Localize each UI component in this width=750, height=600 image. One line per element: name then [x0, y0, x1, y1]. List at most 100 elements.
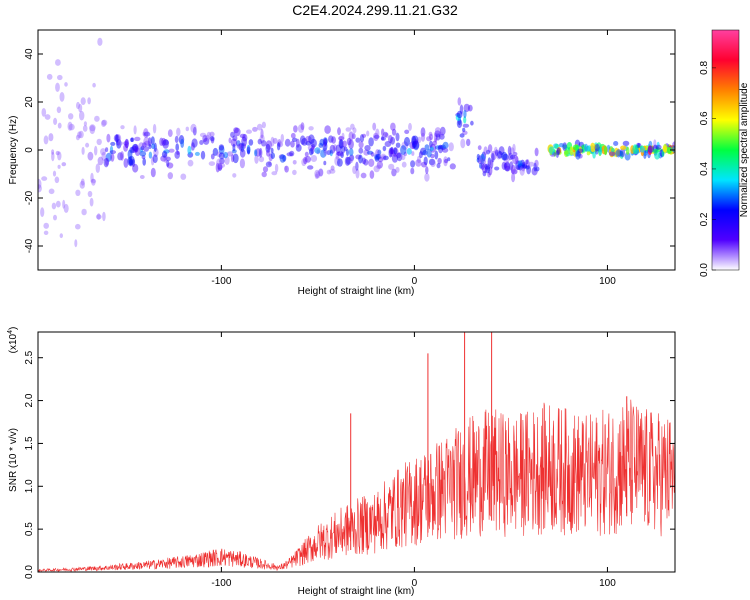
heatmap-cell	[388, 147, 393, 158]
heatmap-cell	[598, 147, 603, 156]
heatmap-cell	[305, 135, 312, 143]
heatmap-cell	[41, 108, 47, 117]
heatmap-cell	[346, 137, 352, 146]
heatmap-cell	[340, 145, 346, 154]
heatmap-cell	[406, 148, 412, 155]
heatmap-cell	[457, 97, 462, 106]
heatmap-cell	[91, 178, 96, 186]
heatmap-cell	[632, 144, 638, 155]
snr-series	[38, 332, 675, 572]
heatmap-cell	[345, 157, 352, 165]
heatmap-cell	[355, 137, 361, 143]
heatmap-cell	[434, 132, 438, 142]
y-tick-label: 2.0	[24, 393, 35, 407]
heatmap-cell	[132, 143, 139, 153]
colorbar: 0.0 0.2 0.4 0.6 0.8 Normalized spectral ampl…	[699, 29, 750, 277]
heatmap-cell	[439, 133, 445, 140]
heatmap-cell	[329, 149, 333, 157]
heatmap-cell	[652, 148, 659, 154]
heatmap-cell	[318, 168, 324, 177]
heatmap-cell	[391, 154, 398, 163]
heatmap-cell	[284, 138, 291, 147]
heatmap-cell	[75, 134, 80, 141]
heatmap-cell	[257, 138, 262, 145]
heatmap-cell	[106, 133, 111, 143]
heatmap-cell	[323, 160, 327, 166]
heatmap-cell	[426, 136, 432, 142]
heatmap-cell	[420, 127, 426, 137]
heatmap-cell	[290, 140, 295, 148]
colorbar-tick-label: 0.0	[699, 263, 710, 277]
heatmap-cell	[120, 151, 125, 161]
heatmap-cell	[444, 158, 448, 164]
heatmap-cell	[304, 151, 309, 157]
heatmap-cell	[150, 167, 156, 178]
heatmap-cell	[101, 119, 108, 126]
heatmap-cell	[655, 144, 662, 150]
heatmap-cell	[408, 122, 412, 131]
heatmap-cell	[338, 136, 345, 141]
heatmap-cell	[337, 127, 341, 136]
heatmap-cell	[53, 117, 58, 125]
heatmap-cell	[61, 162, 67, 167]
heatmap-cell	[123, 143, 128, 152]
colorbar-tick-label: 0.4	[699, 162, 710, 176]
heatmap-cell	[162, 139, 169, 149]
heatmap-cell	[482, 170, 487, 177]
heatmap-cell	[369, 170, 375, 179]
y-tick-label: -20	[24, 190, 35, 205]
heatmap-cell	[147, 137, 152, 147]
heatmap-cell	[428, 131, 433, 137]
heatmap-cell	[666, 146, 672, 154]
colorbar-tick-label: 0.6	[699, 111, 710, 125]
heatmap-cell	[462, 127, 466, 133]
heatmap-cell	[270, 136, 275, 147]
heatmap-cell	[511, 172, 516, 183]
spectrogram-ylabel: Frequency (Hz)	[8, 116, 19, 185]
heatmap-cell	[59, 233, 63, 239]
heatmap-cell	[261, 140, 267, 147]
heatmap-cell	[355, 168, 360, 179]
heatmap-cell	[329, 168, 336, 174]
heatmap-cell	[411, 141, 417, 148]
heatmap-cell	[41, 176, 48, 181]
heatmap-cell	[239, 148, 246, 158]
heatmap-cell	[176, 127, 181, 137]
heatmap-cell	[101, 120, 107, 127]
heatmap-cell	[479, 162, 483, 169]
heatmap-cell	[299, 135, 306, 145]
heatmap-cell	[96, 213, 101, 220]
x-tick-label: 0	[412, 578, 418, 589]
heatmap-cell	[426, 148, 432, 158]
heatmap-cell	[510, 169, 518, 175]
heatmap-cell	[57, 122, 62, 129]
heatmap-cell	[57, 74, 63, 81]
y-tick-label: 0.0	[24, 565, 35, 579]
heatmap-cell	[284, 165, 288, 171]
heatmap-cell	[123, 141, 129, 146]
heatmap-cell	[485, 149, 491, 155]
x-tick-label: -100	[211, 276, 231, 287]
heatmap-cell	[624, 152, 631, 161]
heatmap-cell	[228, 137, 232, 144]
spectrogram-panel: -100 0 100 -40 -20 0 20 40 Height of straight l…	[8, 29, 676, 297]
heatmap-cell	[105, 157, 110, 166]
heatmap-cell	[410, 160, 416, 168]
heatmap-cell	[517, 160, 523, 167]
heatmap-cell	[360, 172, 367, 179]
heatmap-cell	[395, 142, 401, 148]
heatmap-cell	[337, 158, 343, 167]
heatmap-cell	[307, 165, 314, 170]
heatmap-cell	[242, 133, 248, 142]
heatmap-cell	[620, 145, 627, 151]
heatmap-cell	[608, 151, 616, 157]
heatmap-cell	[55, 82, 60, 93]
heatmap-cell	[295, 144, 302, 152]
heatmap-cell	[348, 131, 354, 141]
heatmap-cell	[208, 161, 216, 167]
heatmap-cell	[487, 144, 493, 153]
heatmap-cell	[604, 145, 608, 156]
heatmap-cell	[55, 150, 60, 156]
heatmap-cell	[586, 151, 591, 156]
heatmap-cell	[190, 123, 197, 133]
